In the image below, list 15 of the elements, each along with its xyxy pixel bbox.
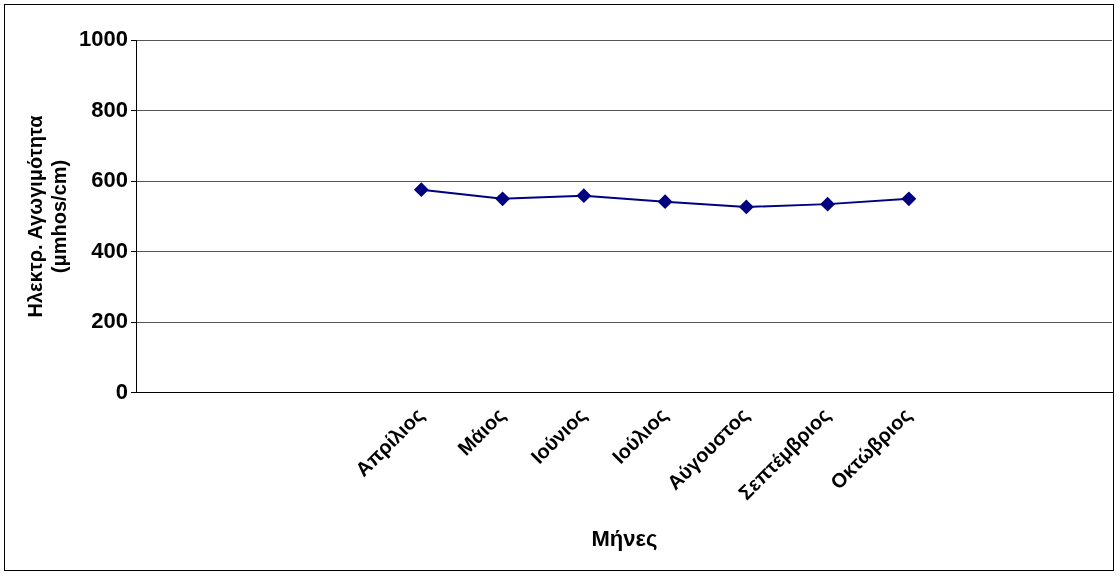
- x-axis-title: Μήνες: [591, 525, 658, 551]
- point: [495, 191, 510, 206]
- point: [739, 199, 754, 214]
- point: [576, 188, 591, 203]
- point: [658, 194, 673, 209]
- y-tick-label: 0: [115, 379, 128, 405]
- y-tick-label: 400: [91, 237, 128, 263]
- y-tick-label: 800: [91, 96, 128, 122]
- y-tick-label: 1000: [78, 26, 128, 52]
- point: [820, 197, 835, 212]
- y-tick-label: 200: [91, 308, 128, 334]
- y-tick-label: 600: [91, 167, 128, 193]
- point: [901, 191, 916, 206]
- point: [414, 182, 429, 197]
- y-axis-title: Ηλεκτρ. Αγωγιμότητα (μmhos/cm): [23, 114, 70, 318]
